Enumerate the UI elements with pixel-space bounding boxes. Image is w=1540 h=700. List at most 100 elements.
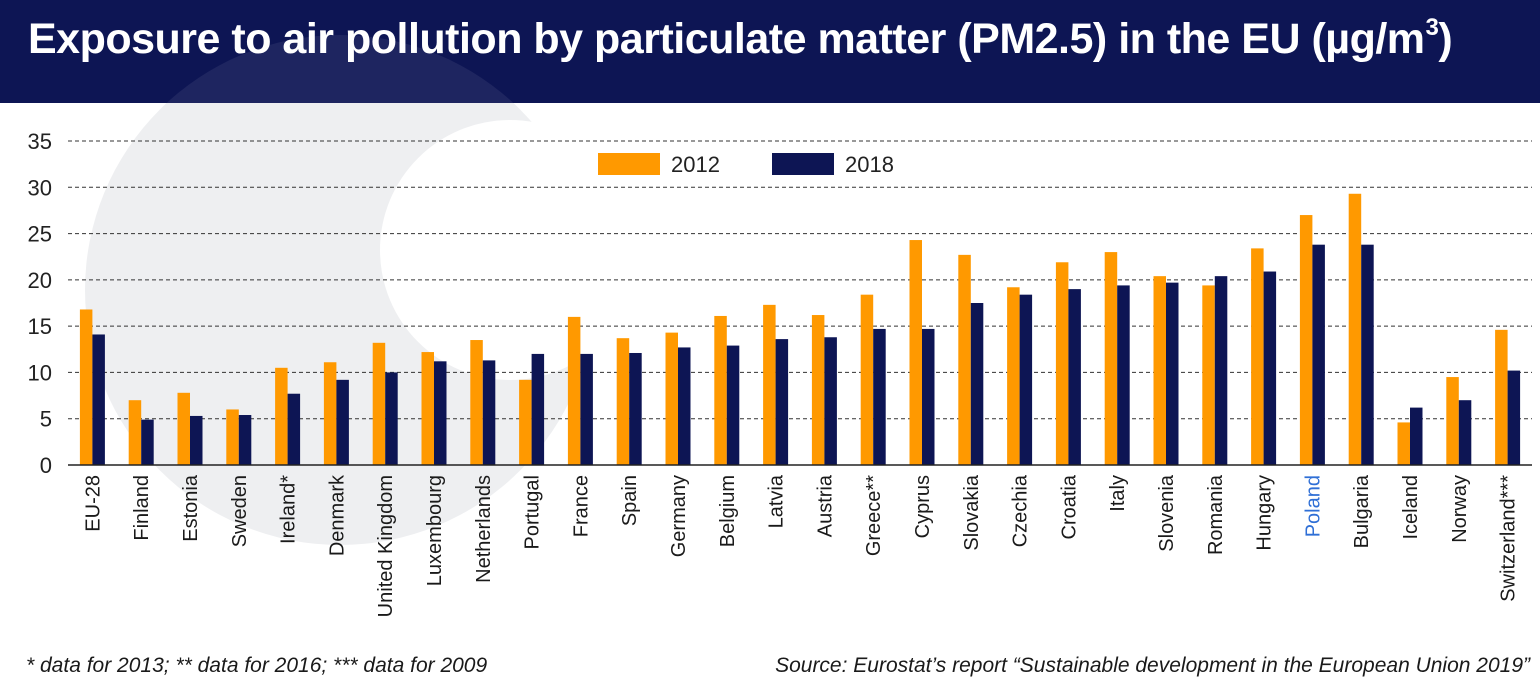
bar-2012: [275, 367, 288, 465]
bar-2018: [629, 352, 642, 465]
bar-2012: [860, 294, 874, 465]
y-tick-label: 20: [28, 268, 52, 293]
bar-2012: [323, 362, 337, 465]
y-tick-label: 25: [28, 222, 52, 247]
bar-2018: [1068, 289, 1081, 465]
bar-2012: [1397, 422, 1410, 465]
x-tick-label: Bulgaria: [1351, 474, 1373, 548]
title-bar: Exposure to air pollution by particulate…: [0, 0, 1540, 103]
bar-2012: [1055, 262, 1069, 465]
legend-label-2012: 2012: [671, 152, 720, 177]
x-tick-label: Slovakia: [961, 474, 983, 550]
x-tick-label: Greece**: [863, 475, 885, 556]
bar-2012: [763, 304, 776, 465]
bar-2012: [958, 254, 971, 465]
bar-2018: [482, 360, 496, 465]
bar-2012: [714, 315, 727, 465]
y-tick-label: 0: [40, 453, 52, 478]
x-tick-label: EU-28: [82, 475, 104, 532]
bar-2018: [1117, 285, 1130, 465]
x-tick-label: Sweden: [229, 475, 251, 547]
bar-2018: [531, 353, 545, 465]
footnote: * data for 2013; ** data for 2016; *** d…: [26, 654, 488, 677]
bar-2012: [1104, 252, 1118, 465]
bar-2012: [470, 340, 483, 465]
bar-2018: [922, 328, 935, 465]
legend-label-2018: 2018: [845, 152, 894, 177]
watermark-body-inner: [380, 120, 640, 380]
bar-2012: [1007, 287, 1020, 465]
bar-2018: [1410, 407, 1423, 465]
x-tick-label: Italy: [1107, 475, 1129, 512]
watermark-ring-outer: [166, 35, 514, 103]
bar-2012: [567, 316, 581, 465]
page-title: Exposure to air pollution by particulate…: [28, 14, 1453, 64]
x-tick-label: Belgium: [717, 475, 739, 547]
x-tick-label: Norway: [1449, 475, 1471, 543]
y-tick-label: 10: [28, 360, 52, 385]
y-tick-label: 30: [28, 175, 52, 200]
bar-2018: [873, 328, 886, 465]
x-tick-label: Hungary: [1254, 475, 1276, 551]
bar-2012: [128, 400, 142, 465]
logo-watermark: [166, 35, 514, 103]
x-tick-label: United Kingdom: [375, 475, 397, 617]
bar-2012: [421, 352, 434, 465]
x-tick-label: Croatia: [1058, 474, 1080, 539]
x-tick-label: Luxembourg: [424, 475, 446, 586]
x-tick-label: Spain: [619, 475, 641, 526]
bar-2018: [1263, 271, 1277, 465]
bar-2018: [1458, 400, 1472, 465]
bar-2018: [238, 415, 252, 465]
bar-2012: [1299, 215, 1313, 465]
bar-2012: [665, 332, 678, 465]
bar-2018: [775, 339, 789, 465]
y-tick-label: 5: [40, 407, 52, 432]
title-close: ): [1438, 15, 1453, 63]
x-tick-label: Austria: [814, 474, 836, 537]
bar-2012: [616, 338, 630, 465]
y-tick-label: 35: [28, 129, 52, 154]
bar-2012: [1202, 285, 1215, 465]
bar-2018: [1312, 244, 1325, 465]
x-tick-label: Switzerland***: [1498, 475, 1520, 602]
bar-2018: [434, 361, 447, 465]
bar-2012: [1446, 377, 1459, 465]
bar-2018: [580, 353, 593, 465]
x-tick-label: France: [570, 475, 592, 537]
bar-2018: [678, 347, 691, 465]
x-tick-label: Cyprus: [912, 475, 934, 538]
legend-swatch-2012: [598, 153, 660, 175]
bar-2018: [190, 415, 203, 465]
bar-2018: [336, 379, 349, 465]
bar-2018: [824, 337, 837, 465]
x-tick-label: Germany: [668, 475, 690, 557]
bar-2018: [385, 372, 398, 465]
bar-2012: [1251, 248, 1264, 465]
x-tick-label: Estonia: [180, 474, 202, 542]
bar-2018: [141, 419, 154, 465]
bar-chart: 0 5 10 15 20 25 30 35 EU-28 Finland Estonia Sweden I…: [28, 103, 1532, 617]
bar-2012: [1348, 193, 1362, 465]
x-tick-label: Latvia: [766, 474, 788, 528]
bar-2018: [1166, 282, 1179, 465]
x-tick-label: Slovenia: [1156, 474, 1178, 552]
bar-2012: [226, 409, 239, 465]
source-note: Source: Eurostat’s report “Sustainable d…: [775, 654, 1530, 677]
x-tick-label: Netherlands: [473, 475, 495, 583]
bar-2018: [1019, 294, 1033, 465]
legend-swatch-2018: [772, 153, 834, 175]
bar-2012: [1495, 329, 1508, 465]
x-tick-label: Iceland: [1400, 475, 1422, 540]
x-tick-label: Portugal: [522, 475, 544, 550]
x-tick-label: Romania: [1205, 474, 1227, 555]
bar-2012: [519, 379, 532, 465]
title-main: Exposure to air pollution by particulate…: [28, 15, 1425, 63]
bar-2012: [177, 392, 190, 465]
bar-2018: [726, 345, 740, 465]
bar-2018: [287, 393, 301, 465]
bar-2012: [811, 315, 825, 465]
bar-2012: [372, 342, 386, 465]
bar-2018: [1361, 244, 1374, 465]
title-superscript: 3: [1425, 14, 1439, 41]
